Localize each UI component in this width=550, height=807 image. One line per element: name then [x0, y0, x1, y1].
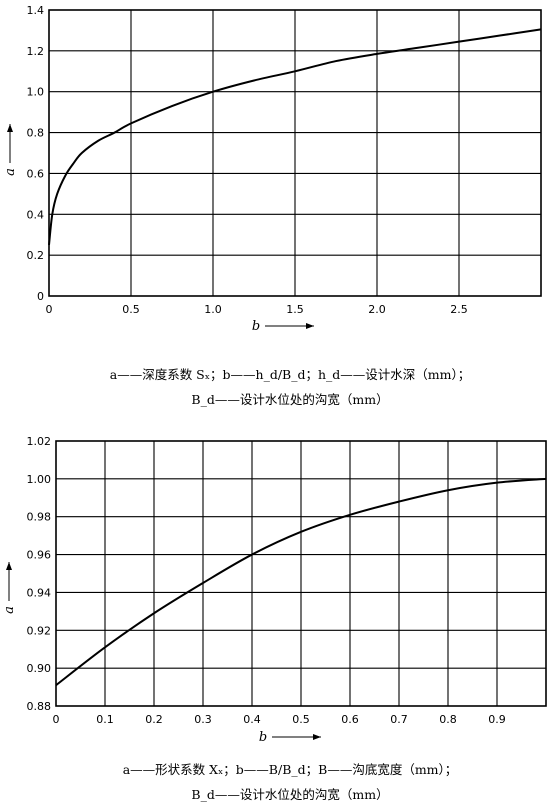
chart2-y-tick-label: 0.94	[27, 586, 52, 599]
chart2-x-axis-label: b	[259, 730, 267, 745]
chart1-x-tick-label: 2.0	[368, 303, 386, 316]
chart2-x-tick-label: 0.3	[194, 713, 212, 726]
chart1-x-tick-label: 0.5	[122, 303, 140, 316]
chart2-y-axis-arrow-head	[6, 562, 12, 570]
chart1-y-tick-label: 1.2	[27, 45, 45, 58]
chart1-y-tick-label: 1.4	[27, 4, 45, 17]
chart1-x-tick-label: 2.5	[450, 303, 468, 316]
chart2-x-tick-label: 0.2	[145, 713, 163, 726]
chart2-y-tick-label: 0.96	[27, 549, 52, 562]
chart1-x-tick-label: 1.0	[204, 303, 222, 316]
chart1-x-tick-label: 0	[46, 303, 53, 316]
depth-coefficient-chart: 0 0.2 0.4 0.6 0.8 1.0 1.2 1.4 0 0.5 1.0 1.5 2.0 2.5 b a	[3, 4, 542, 334]
chart2-y-tick-label: 0.88	[27, 700, 52, 713]
chart2-x-tick-label: 0.5	[292, 713, 310, 726]
chart2-data-curve	[55, 477, 547, 686]
chart2-x-tick-label: 0.9	[488, 713, 506, 726]
chart2-y-tick-label: 1.02	[27, 435, 52, 448]
chart1-y-tick-label: 1.0	[27, 86, 45, 99]
chart1-y-tick-label: 0.4	[27, 208, 45, 221]
chart1-y-axis-label: a	[3, 168, 18, 176]
chart1-x-axis-label: b	[252, 319, 260, 334]
chart1-x-axis-arrow-head	[306, 323, 314, 329]
chart1-data-curve	[48, 28, 542, 246]
chart2-y-tick-label: 0.90	[27, 662, 52, 675]
chart2-x-tick-label: 0.1	[96, 713, 114, 726]
chart1-y-tick-label: 0	[37, 290, 44, 303]
chart2-x-tick-label: 0.4	[243, 713, 261, 726]
chart1-y-tick-label: 0.8	[27, 127, 45, 140]
chart2-x-tick-label: 0.8	[439, 713, 457, 726]
chart1-x-tick-label: 1.5	[286, 303, 304, 316]
chart2-y-tick-label: 0.92	[27, 624, 52, 637]
caption-1-line-1: a——深度系数 Sₓ；b——h_d/B_d；h_d——设计水深（mm）；	[110, 367, 471, 382]
chart1-plot-frame	[48, 9, 542, 297]
chart2-x-tick-label: 0.7	[390, 713, 408, 726]
chart2-x-axis-arrow-head	[313, 734, 321, 740]
chart2-x-tick-label: 0.6	[341, 713, 359, 726]
caption-2-line-1: a——形状系数 Xₓ；b——B/B_d；B——沟底宽度（mm）；	[123, 762, 458, 777]
shape-coefficient-chart: 0.88 0.90 0.92 0.94 0.96 0.98 1.00 1.02 0 0.1 0.2 0…	[2, 435, 547, 745]
chart2-plot-frame	[55, 440, 547, 707]
chart1-y-tick-label: 0.2	[27, 249, 45, 262]
caption-1-line-2: B_d——设计水位处的沟宽（mm）	[191, 392, 388, 407]
caption-2-line-2: B_d——设计水位处的沟宽（mm）	[191, 787, 388, 802]
chart1-y-axis-arrow-head	[7, 124, 13, 132]
chart2-y-tick-label: 0.98	[27, 511, 52, 524]
chart2-x-tick-label: 0	[53, 713, 60, 726]
chart2-y-tick-label: 1.00	[27, 473, 52, 486]
chart2-y-axis-label: a	[2, 606, 17, 614]
chart1-y-tick-label: 0.6	[27, 167, 45, 180]
